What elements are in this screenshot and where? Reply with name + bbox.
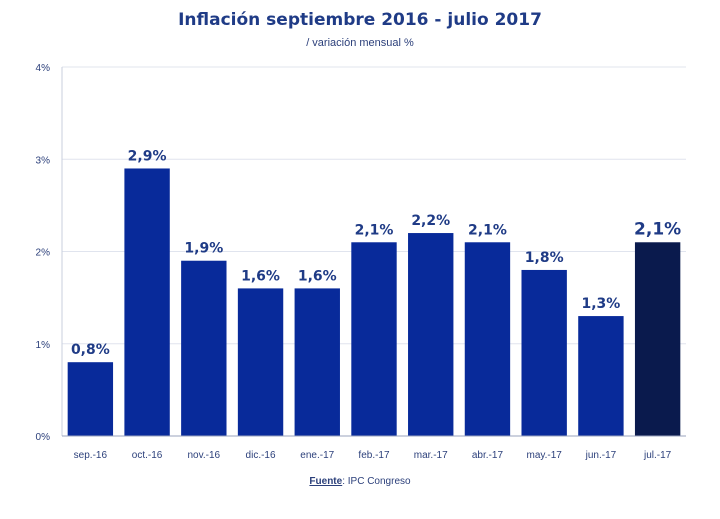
- data-label: 0,8%: [71, 342, 110, 358]
- x-tick-label: ene.-17: [300, 450, 334, 461]
- bar: [294, 288, 340, 436]
- x-tick-label: abr.-17: [472, 450, 504, 461]
- data-label: 2,1%: [634, 219, 681, 239]
- bar: [578, 316, 624, 436]
- bar: [521, 269, 567, 436]
- chart-title: Inflación septiembre 2016 - julio 2017: [178, 10, 542, 30]
- bar-chart: 0% 1% 2% 3% 4% 0,8% 2,9% 1,9% 1,6% 1,6% 2,1% 2,2% 2…: [36, 63, 686, 461]
- bar: [634, 242, 681, 436]
- x-tick-label: dic.-16: [246, 450, 276, 461]
- data-label: 2,1%: [468, 222, 507, 238]
- x-tick-label: sep.-16: [74, 450, 108, 461]
- y-tick-label: 0%: [36, 432, 51, 443]
- bar: [237, 288, 284, 436]
- y-tick-label: 2%: [36, 248, 51, 259]
- data-labels: 0,8% 2,9% 1,9% 1,6% 1,6% 2,1% 2,2% 2,1% 1,8% 1,3%…: [71, 148, 681, 358]
- data-label: 1,6%: [241, 268, 280, 284]
- x-tick-label: oct.-16: [132, 450, 163, 461]
- source-text: : IPC Congreso: [342, 476, 411, 487]
- bar: [408, 233, 454, 436]
- x-tick-label: may.-17: [526, 450, 562, 461]
- data-label: 1,3%: [581, 296, 620, 312]
- y-tick-label: 3%: [36, 155, 51, 166]
- bar: [464, 242, 511, 436]
- data-label: 2,9%: [128, 148, 167, 164]
- x-tick-label: jun.-17: [585, 450, 617, 461]
- x-tick-label: nov.-16: [188, 450, 221, 461]
- data-label: 2,1%: [355, 222, 394, 238]
- y-axis-ticks: 0% 1% 2% 3% 4%: [36, 63, 51, 443]
- data-label: 1,6%: [298, 268, 337, 284]
- y-tick-label: 4%: [36, 63, 51, 74]
- x-axis-ticks: sep.-16 oct.-16 nov.-16 dic.-16 ene.-17 feb.-…: [74, 450, 672, 461]
- y-tick-label: 1%: [36, 340, 51, 351]
- data-label: 1,8%: [525, 250, 564, 266]
- bar: [124, 168, 170, 436]
- bar: [67, 362, 114, 436]
- bars: [67, 168, 681, 436]
- bar: [181, 260, 227, 436]
- source-note: Fuente: IPC Congreso: [0, 476, 720, 487]
- bar: [351, 242, 397, 436]
- x-tick-label: jul.-17: [643, 450, 672, 461]
- x-tick-label: mar.-17: [414, 450, 448, 461]
- data-label: 1,9%: [184, 241, 223, 257]
- data-label: 2,2%: [411, 213, 450, 229]
- x-tick-label: feb.-17: [358, 450, 390, 461]
- chart-subtitle: / variación mensual %: [306, 37, 414, 49]
- source-label: Fuente: [309, 476, 343, 487]
